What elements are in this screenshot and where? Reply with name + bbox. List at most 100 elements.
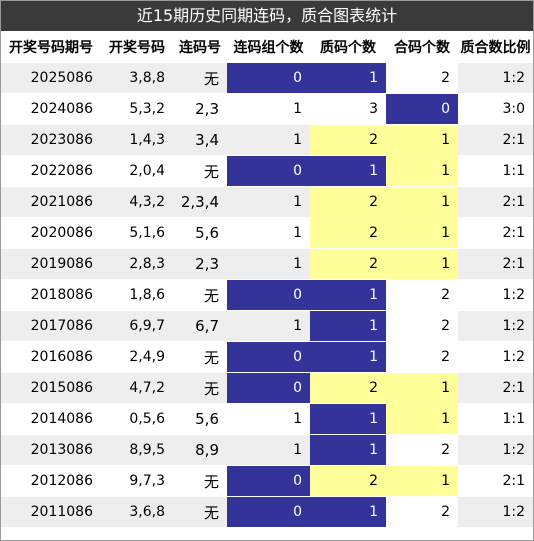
cell-lian: 无 — [173, 465, 227, 497]
cell-ratio: 1:2 — [458, 279, 533, 311]
cell-lian-count: 0 — [227, 279, 310, 311]
cell-lian: 2,3 — [173, 248, 227, 280]
cell-ratio: 2:1 — [458, 248, 533, 280]
cell-ratio: 2:1 — [458, 124, 533, 156]
table-row: 2025086 3,8,8 无 0 1 2 1:2 — [1, 63, 533, 94]
cell-lian: 无 — [173, 372, 227, 404]
table-row: 2021086 4,3,2 2,3,4 1 2 1 2:1 — [1, 186, 533, 218]
cell-period: 2015086 — [1, 372, 101, 404]
cell-he: 2 — [386, 496, 458, 528]
stats-table: 开奖号码期号 开奖号码 连码号 连码组个数 质码个数 合码个数 质合数比例 20… — [1, 31, 533, 528]
cell-lian: 无 — [173, 341, 227, 373]
header-numbers: 开奖号码 — [101, 31, 173, 63]
cell-numbers: 3,8,8 — [101, 63, 173, 94]
cell-period: 2019086 — [1, 248, 101, 280]
cell-numbers: 6,9,7 — [101, 310, 173, 342]
cell-period: 2025086 — [1, 63, 101, 94]
cell-period: 2013086 — [1, 434, 101, 466]
header-lian-count: 连码组个数 — [227, 31, 310, 63]
cell-lian: 无 — [173, 63, 227, 94]
cell-lian-count: 1 — [227, 93, 310, 125]
cell-he: 2 — [386, 63, 458, 94]
cell-period: 2018086 — [1, 279, 101, 311]
cell-numbers: 1,4,3 — [101, 124, 173, 156]
cell-ratio: 2:1 — [458, 372, 533, 404]
cell-period: 2024086 — [1, 93, 101, 125]
cell-numbers: 2,0,4 — [101, 155, 173, 187]
cell-ratio: 3:0 — [458, 93, 533, 125]
table-row: 2017086 6,9,7 6,7 1 1 2 1:2 — [1, 310, 533, 342]
table-row: 2011086 3,6,8 无 0 1 2 1:2 — [1, 496, 533, 528]
cell-numbers: 8,9,5 — [101, 434, 173, 466]
cell-period: 2011086 — [1, 496, 101, 528]
cell-lian: 2,3 — [173, 93, 227, 125]
cell-zhi: 1 — [310, 310, 386, 342]
cell-lian: 5,6 — [173, 217, 227, 249]
cell-lian: 5,6 — [173, 403, 227, 435]
cell-he: 2 — [386, 279, 458, 311]
table-row: 2020086 5,1,6 5,6 1 2 1 2:1 — [1, 217, 533, 249]
cell-zhi: 2 — [310, 372, 386, 404]
cell-lian-count: 0 — [227, 341, 310, 373]
cell-zhi: 2 — [310, 186, 386, 218]
cell-numbers: 2,4,9 — [101, 341, 173, 373]
cell-he: 1 — [386, 186, 458, 218]
cell-zhi: 1 — [310, 63, 386, 94]
cell-lian: 2,3,4 — [173, 186, 227, 218]
cell-zhi: 1 — [310, 341, 386, 373]
table-row: 2024086 5,3,2 2,3 1 3 0 3:0 — [1, 93, 533, 125]
cell-lian-count: 1 — [227, 124, 310, 156]
cell-ratio: 2:1 — [458, 465, 533, 497]
cell-he: 2 — [386, 310, 458, 342]
table-row: 2012086 9,7,3 无 0 2 1 2:1 — [1, 465, 533, 497]
cell-zhi: 1 — [310, 496, 386, 528]
cell-ratio: 1:1 — [458, 403, 533, 435]
cell-lian-count: 1 — [227, 310, 310, 342]
cell-he: 1 — [386, 248, 458, 280]
cell-period: 2014086 — [1, 403, 101, 435]
cell-he: 1 — [386, 217, 458, 249]
cell-zhi: 1 — [310, 434, 386, 466]
cell-lian-count: 1 — [227, 217, 310, 249]
table-row: 2016086 2,4,9 无 0 1 2 1:2 — [1, 341, 533, 373]
cell-period: 2012086 — [1, 465, 101, 497]
page-title: 近15期历史同期连码，质合图表统计 — [1, 1, 533, 31]
cell-period: 2023086 — [1, 124, 101, 156]
header-he: 合码个数 — [386, 31, 458, 63]
header-period: 开奖号码期号 — [1, 31, 101, 63]
cell-numbers: 1,8,6 — [101, 279, 173, 311]
cell-he: 1 — [386, 465, 458, 497]
table-row: 2023086 1,4,3 3,4 1 2 1 2:1 — [1, 124, 533, 156]
cell-numbers: 4,3,2 — [101, 186, 173, 218]
cell-lian: 无 — [173, 496, 227, 528]
cell-zhi: 2 — [310, 465, 386, 497]
header-zhi: 质码个数 — [310, 31, 386, 63]
cell-zhi: 2 — [310, 217, 386, 249]
header-row: 开奖号码期号 开奖号码 连码号 连码组个数 质码个数 合码个数 质合数比例 — [1, 31, 533, 63]
cell-he: 0 — [386, 93, 458, 125]
table-row: 2018086 1,8,6 无 0 1 2 1:2 — [1, 279, 533, 311]
cell-period: 2021086 — [1, 186, 101, 218]
cell-lian: 8,9 — [173, 434, 227, 466]
cell-lian-count: 0 — [227, 155, 310, 187]
cell-lian: 3,4 — [173, 124, 227, 156]
cell-ratio: 2:1 — [458, 217, 533, 249]
cell-ratio: 1:2 — [458, 310, 533, 342]
cell-he: 1 — [386, 124, 458, 156]
cell-numbers: 5,3,2 — [101, 93, 173, 125]
cell-zhi: 1 — [310, 279, 386, 311]
cell-lian-count: 0 — [227, 63, 310, 94]
cell-lian-count: 1 — [227, 434, 310, 466]
cell-lian-count: 1 — [227, 403, 310, 435]
cell-lian-count: 1 — [227, 186, 310, 218]
cell-lian: 无 — [173, 155, 227, 187]
cell-lian-count: 1 — [227, 248, 310, 280]
cell-lian-count: 0 — [227, 372, 310, 404]
cell-he: 2 — [386, 434, 458, 466]
cell-zhi: 3 — [310, 93, 386, 125]
cell-he: 1 — [386, 372, 458, 404]
cell-ratio: 1:2 — [458, 63, 533, 94]
cell-zhi: 2 — [310, 124, 386, 156]
cell-period: 2020086 — [1, 217, 101, 249]
